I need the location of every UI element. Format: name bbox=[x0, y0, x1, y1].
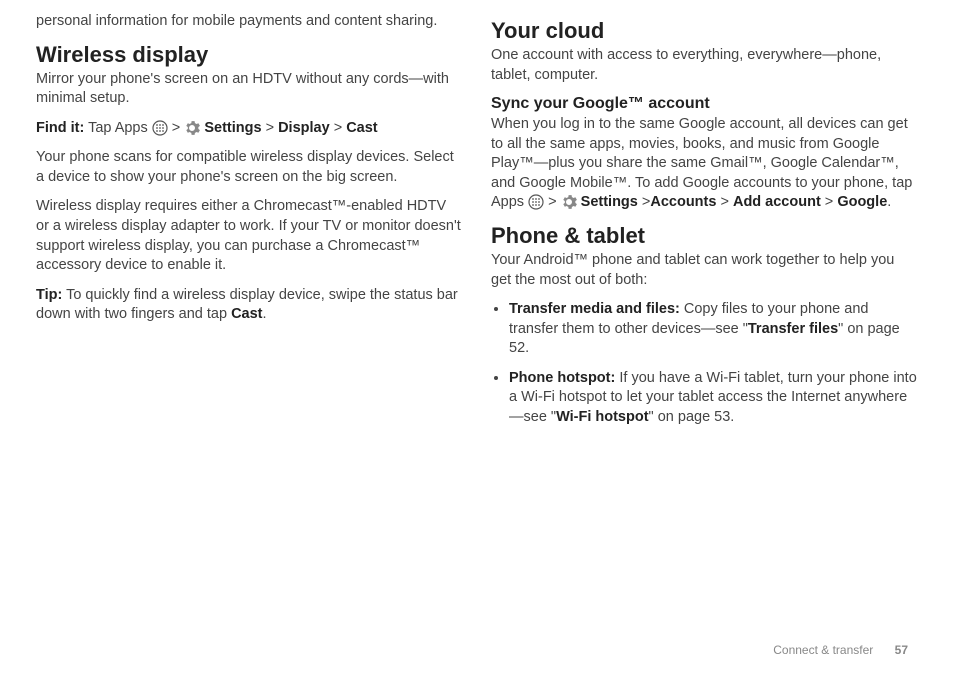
intro-text: personal information for mobile payments… bbox=[36, 12, 463, 32]
page-footer: Connect & transfer 57 bbox=[773, 643, 908, 657]
gt: > bbox=[821, 194, 838, 210]
heading-your-cloud: Your cloud bbox=[491, 18, 918, 44]
sync-text: When you log in to the same Google accou… bbox=[491, 115, 918, 213]
find-it-pre: Tap Apps bbox=[84, 120, 151, 136]
list-item-hotspot: Phone hotspot: If you have a Wi-Fi table… bbox=[509, 369, 918, 428]
left-column: personal information for mobile payments… bbox=[36, 12, 463, 627]
settings-icon bbox=[561, 194, 577, 210]
wireless-desc: Mirror your phone's screen on an HDTV wi… bbox=[36, 70, 463, 109]
period: . bbox=[887, 194, 891, 210]
accounts-label: Accounts bbox=[650, 194, 716, 210]
li1-label: Transfer media and files: bbox=[509, 301, 680, 317]
period: . bbox=[263, 306, 267, 322]
right-column: Your cloud One account with access to ev… bbox=[491, 12, 918, 627]
find-it-label: Find it: bbox=[36, 120, 84, 136]
phone-tablet-list: Transfer media and files: Copy files to … bbox=[491, 300, 918, 427]
page-number: 57 bbox=[895, 643, 908, 657]
add-account-label: Add account bbox=[733, 194, 821, 210]
requirement-text: Wireless display requires either a Chrom… bbox=[36, 197, 463, 275]
scan-text: Your phone scans for compatible wireless… bbox=[36, 148, 463, 187]
apps-icon bbox=[528, 194, 544, 210]
heading-wireless-display: Wireless display bbox=[36, 42, 463, 68]
google-label: Google bbox=[837, 194, 887, 210]
cast-label: Cast bbox=[346, 120, 377, 136]
apps-icon bbox=[152, 120, 168, 136]
heading-sync-google: Sync your Google™ account bbox=[491, 95, 918, 113]
li1-link: Transfer files bbox=[748, 321, 838, 337]
display-label: Display bbox=[278, 120, 330, 136]
tip-line: Tip: To quickly find a wireless display … bbox=[36, 286, 463, 325]
gt: > bbox=[716, 194, 733, 210]
list-item-transfer: Transfer media and files: Copy files to … bbox=[509, 300, 918, 359]
gt: > bbox=[330, 120, 347, 136]
settings-label: Settings bbox=[204, 120, 261, 136]
gt: > bbox=[168, 120, 185, 136]
tip-cast: Cast bbox=[231, 306, 262, 322]
gt: > bbox=[262, 120, 279, 136]
footer-section: Connect & transfer bbox=[773, 643, 873, 657]
settings-icon bbox=[184, 120, 200, 136]
li2-link: Wi-Fi hotspot bbox=[556, 409, 648, 425]
tip-label: Tip: bbox=[36, 287, 62, 303]
li2-tail: " on page 53. bbox=[649, 409, 735, 425]
settings-label: Settings bbox=[581, 194, 638, 210]
find-it-line: Find it: Tap Apps > Settings > Display >… bbox=[36, 119, 463, 139]
gt: > bbox=[544, 194, 561, 210]
gt: > bbox=[638, 194, 651, 210]
heading-phone-tablet: Phone & tablet bbox=[491, 223, 918, 249]
cloud-desc: One account with access to everything, e… bbox=[491, 46, 918, 85]
li2-label: Phone hotspot: bbox=[509, 370, 615, 386]
phone-desc: Your Android™ phone and tablet can work … bbox=[491, 251, 918, 290]
